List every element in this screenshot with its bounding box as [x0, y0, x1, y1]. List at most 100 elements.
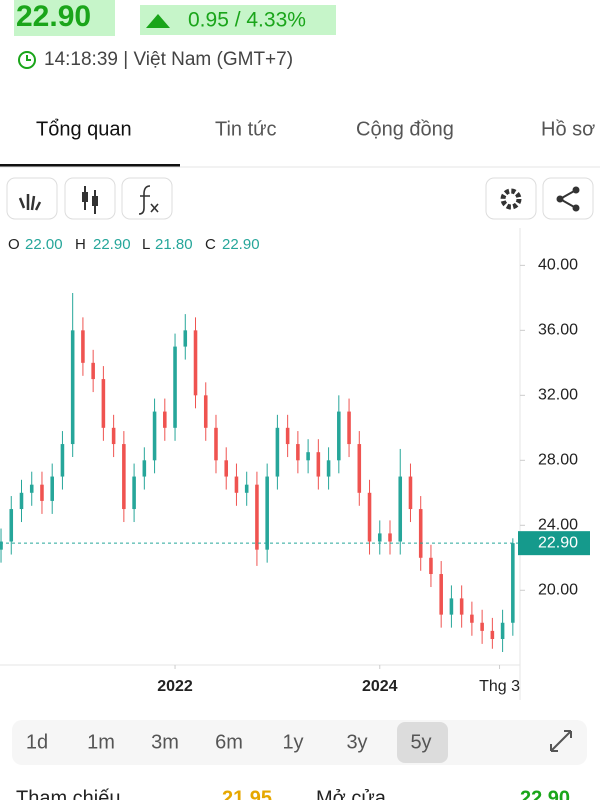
candle-body [449, 598, 454, 615]
candle-body [163, 411, 167, 428]
ohlc-key: C [205, 236, 216, 253]
candle-body [234, 476, 239, 493]
tab[interactable]: Tin tức [215, 118, 277, 140]
time: 14:18:39 | Việt Nam (GMT+7) [44, 49, 293, 70]
ohlc-key: L [142, 236, 150, 253]
candle-body [193, 330, 198, 396]
ohlc-value: 22.90 [93, 236, 131, 253]
y-tick-label: 36.00 [538, 322, 578, 339]
y-tick-label: 28.00 [538, 452, 578, 469]
gear-hole [508, 196, 514, 202]
candle-body [418, 509, 423, 558]
candle-body [306, 452, 310, 461]
candle-body [255, 484, 259, 550]
candle-body [480, 622, 484, 631]
candle-body [224, 460, 229, 477]
ranges: 1d 1m 3m 6m 1y 3y 5y [26, 731, 432, 753]
ohlc-key: O [8, 236, 20, 253]
toolbar [6, 177, 594, 220]
share-dot [572, 204, 580, 212]
candle-body [490, 630, 495, 640]
candle-body [500, 622, 505, 640]
fx-icon [138, 185, 159, 215]
candle-body [459, 598, 464, 615]
hand-icon [18, 194, 42, 211]
hand-button[interactable] [6, 177, 58, 220]
change: 0.95 / 4.33% [188, 9, 306, 32]
candle-body [40, 484, 44, 501]
candle-body [183, 330, 188, 347]
candle-body [367, 492, 372, 542]
range-button[interactable]: 1y [282, 731, 303, 753]
candle-body [29, 484, 34, 493]
price: 22.90 [16, 0, 91, 33]
candle-body [111, 427, 116, 445]
gear-icon [500, 188, 522, 210]
x-tick-label: Thg 3 [479, 678, 520, 695]
change-bg [140, 5, 336, 35]
share-dot [572, 186, 580, 194]
candle-body [244, 484, 249, 493]
range-selected-bg [397, 722, 448, 763]
x-tick-label: 2024 [362, 678, 398, 695]
ref-value: 21.95 [222, 787, 272, 800]
ohlc-key: H [75, 236, 86, 253]
ohlc-value: 21.80 [155, 236, 193, 253]
range-button[interactable]: 1m [87, 731, 115, 753]
up-arrow [146, 14, 170, 28]
range-button[interactable]: 5y [410, 731, 431, 753]
candle-body [511, 543, 515, 623]
range-button[interactable]: 6m [215, 731, 243, 753]
fx-button[interactable] [121, 177, 173, 220]
x-tick-label: 2022 [157, 678, 193, 695]
candle-body [214, 427, 218, 461]
candle-body [470, 614, 474, 623]
candle-body [439, 574, 443, 615]
share-dot [556, 195, 564, 203]
last-price-label: 22.90 [538, 534, 578, 551]
candle-body [316, 452, 321, 477]
expand-icon[interactable] [550, 730, 572, 752]
candle-body [398, 476, 403, 542]
candle-body [173, 346, 177, 428]
candle-body [19, 492, 24, 510]
candle-body [122, 444, 126, 510]
y-tick-label: 20.00 [538, 581, 578, 598]
candle-body [142, 460, 147, 477]
ohlc-value: 22.90 [222, 236, 260, 253]
range-button[interactable]: 1d [26, 731, 48, 753]
candle-body [388, 533, 392, 542]
share-button[interactable] [542, 177, 594, 220]
ohlc-legend: O 22.00 H 22.90 L 21.80 C 22.90 [8, 236, 260, 253]
y-tick-label: 40.00 [538, 257, 578, 274]
candle-body [347, 411, 351, 445]
candle-body [203, 395, 208, 428]
range-button[interactable]: 3y [346, 731, 367, 753]
tab[interactable]: Tổng quan [36, 118, 132, 140]
candle-body [326, 460, 331, 477]
candle-body [377, 533, 382, 542]
open-label: Mở cửa [316, 787, 387, 800]
tabs: Tổng quan Tin tức Cộng đồng Hồ sơ [36, 118, 595, 140]
price-bg [14, 0, 115, 36]
candle-body [50, 476, 54, 501]
candle-body [429, 557, 433, 575]
candle-body [9, 509, 14, 542]
chart: 20.00 24.00 28.00 32.00 36.00 40.00 2022 2024 Th… [0, 257, 590, 695]
y-tick-label: 32.00 [538, 387, 578, 404]
candle-body [0, 541, 3, 550]
ohlc-value: 22.00 [25, 236, 63, 253]
candle-body [81, 330, 85, 363]
tab[interactable]: Cộng đồng [356, 118, 454, 140]
candle-body [152, 411, 157, 461]
last-price-tag [518, 531, 590, 556]
candle-body [296, 444, 300, 461]
range-button[interactable]: 3m [151, 731, 179, 753]
open-value: 22.90 [520, 787, 570, 800]
candle-body [337, 411, 341, 461]
tab[interactable]: Hồ sơ [541, 118, 595, 140]
candle-body [285, 427, 290, 445]
candle-button[interactable] [64, 177, 116, 220]
ref-label: Tham chiếu [16, 787, 121, 800]
